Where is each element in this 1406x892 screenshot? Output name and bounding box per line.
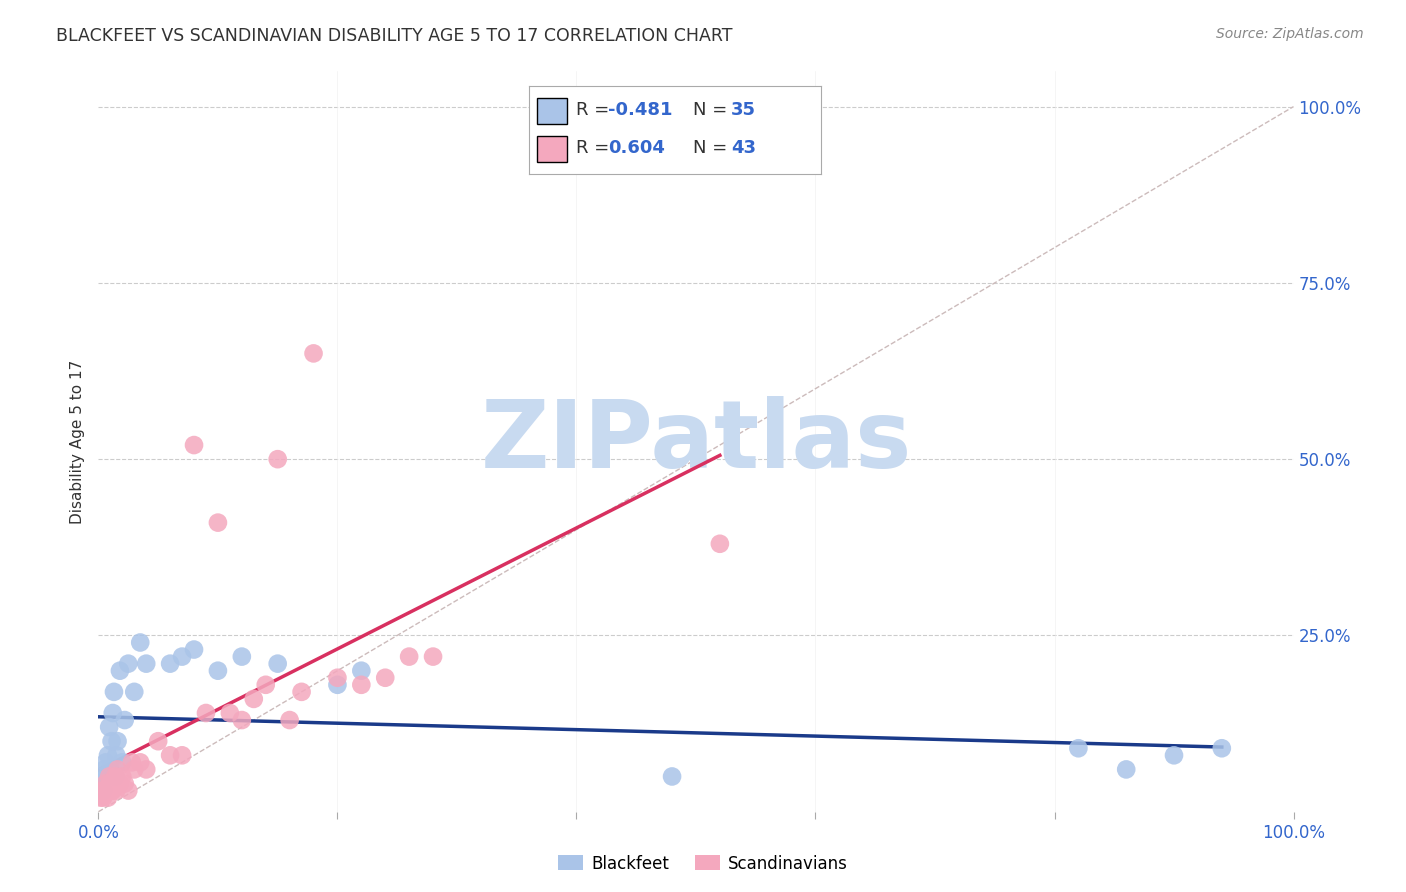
- Point: [114, 776, 136, 790]
- Point: [101, 783, 124, 797]
- Point: [350, 678, 373, 692]
- Point: [207, 664, 229, 678]
- Point: [91, 783, 114, 797]
- Point: [93, 783, 115, 797]
- Point: [172, 748, 194, 763]
- Point: [98, 720, 121, 734]
- Point: [231, 649, 253, 664]
- Point: [243, 692, 266, 706]
- Point: [129, 756, 152, 770]
- Point: [661, 769, 683, 783]
- Point: [111, 769, 134, 783]
- Point: [98, 776, 122, 790]
- Text: ZIPatlas: ZIPatlas: [481, 395, 911, 488]
- Point: [326, 678, 349, 692]
- Point: [90, 776, 112, 790]
- Point: [100, 783, 122, 797]
- Point: [108, 776, 131, 790]
- Point: [124, 685, 146, 699]
- Point: [267, 657, 290, 671]
- Point: [108, 664, 131, 678]
- Point: [107, 763, 129, 777]
- Point: [159, 748, 181, 763]
- Point: [105, 748, 128, 763]
- Point: [207, 516, 229, 530]
- Point: [111, 756, 134, 770]
- Point: [117, 783, 139, 797]
- Point: [96, 783, 118, 797]
- Point: [1067, 741, 1090, 756]
- Point: [90, 790, 112, 805]
- Point: [97, 790, 120, 805]
- Point: [1163, 748, 1185, 763]
- Point: [91, 769, 114, 783]
- Point: [93, 763, 115, 777]
- Point: [219, 706, 242, 720]
- Point: [94, 756, 117, 770]
- Point: [183, 642, 205, 657]
- Point: [267, 452, 290, 467]
- Point: [195, 706, 218, 720]
- Point: [105, 783, 128, 797]
- Point: [104, 769, 127, 783]
- Point: [91, 783, 114, 797]
- Point: [114, 713, 136, 727]
- Point: [103, 685, 125, 699]
- Point: [91, 790, 114, 805]
- Point: [374, 671, 396, 685]
- Legend: Blackfeet, Scandinavians: Blackfeet, Scandinavians: [551, 848, 855, 880]
- Point: [135, 657, 157, 671]
- Text: Source: ZipAtlas.com: Source: ZipAtlas.com: [1216, 27, 1364, 41]
- Point: [350, 664, 373, 678]
- Point: [135, 763, 157, 777]
- Point: [1211, 741, 1233, 756]
- Point: [104, 769, 127, 783]
- Text: BLACKFEET VS SCANDINAVIAN DISABILITY AGE 5 TO 17 CORRELATION CHART: BLACKFEET VS SCANDINAVIAN DISABILITY AGE…: [56, 27, 733, 45]
- Point: [398, 649, 420, 664]
- Point: [291, 685, 314, 699]
- Point: [148, 734, 170, 748]
- Point: [172, 649, 194, 664]
- Point: [98, 763, 122, 777]
- Point: [709, 537, 731, 551]
- Point: [1115, 763, 1137, 777]
- Point: [129, 635, 152, 649]
- Point: [94, 776, 117, 790]
- Point: [117, 657, 139, 671]
- Y-axis label: Disability Age 5 to 17: Disability Age 5 to 17: [69, 359, 84, 524]
- Point: [107, 734, 129, 748]
- Point: [302, 346, 325, 360]
- Point: [100, 734, 122, 748]
- Point: [101, 706, 124, 720]
- Point: [231, 713, 253, 727]
- Point: [98, 769, 121, 783]
- Point: [96, 769, 118, 783]
- Point: [254, 678, 277, 692]
- Point: [422, 649, 444, 664]
- Point: [278, 713, 301, 727]
- Point: [103, 776, 125, 790]
- Point: [326, 671, 349, 685]
- Point: [121, 756, 143, 770]
- Point: [183, 438, 205, 452]
- Point: [124, 763, 146, 777]
- Point: [97, 748, 120, 763]
- Point: [159, 657, 181, 671]
